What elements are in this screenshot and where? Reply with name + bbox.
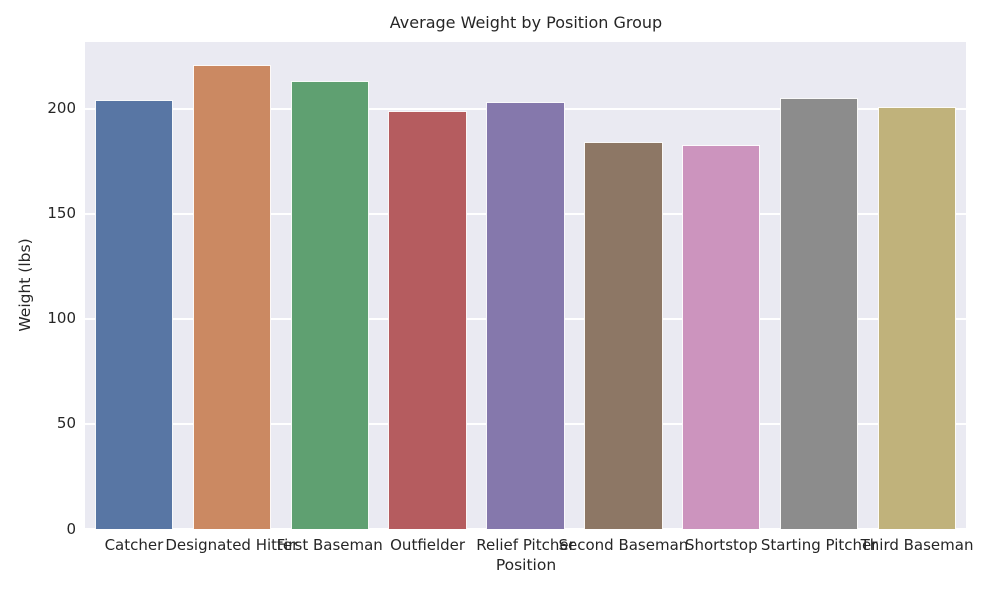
- bar-relief-pitcher: [486, 101, 565, 529]
- y-tick-label: 50: [56, 414, 76, 433]
- y-tick-label: 150: [47, 204, 76, 223]
- bar-starting-pitcher: [780, 98, 859, 529]
- x-tick-label-starting-pitcher: Starting Pitcher: [760, 536, 878, 554]
- x-tick-label-relief-pitcher: Relief Pitcher: [476, 536, 575, 554]
- y-tick-label: 100: [47, 309, 76, 328]
- y-tick-label: 0: [66, 519, 76, 538]
- bar-designated-hitter: [192, 65, 271, 529]
- bar-shortstop: [682, 144, 761, 529]
- x-axis-label: Position: [495, 556, 557, 574]
- bar-outfielder: [388, 110, 467, 529]
- bar-third-baseman: [877, 106, 957, 529]
- x-tick-label-shortstop: Shortstop: [684, 536, 758, 554]
- bar-first-baseman: [290, 81, 369, 529]
- x-tick-label-catcher: Catcher: [104, 536, 164, 554]
- plot-area: [85, 42, 966, 530]
- x-tick-label-third-baseman: Third Baseman: [860, 536, 974, 554]
- x-tick-label-second-baseman: Second Baseman: [558, 536, 689, 554]
- x-tick-label-first-baseman: First Baseman: [276, 536, 383, 554]
- bar-catcher: [94, 99, 174, 529]
- y-tick-label: 200: [47, 99, 76, 118]
- bar-second-baseman: [584, 141, 663, 529]
- x-tick-label-outfielder: Outfielder: [390, 536, 466, 554]
- chart-title: Average Weight by Position Group: [389, 13, 663, 32]
- x-tick-label-designated-hitter: Designated Hitter: [165, 536, 299, 554]
